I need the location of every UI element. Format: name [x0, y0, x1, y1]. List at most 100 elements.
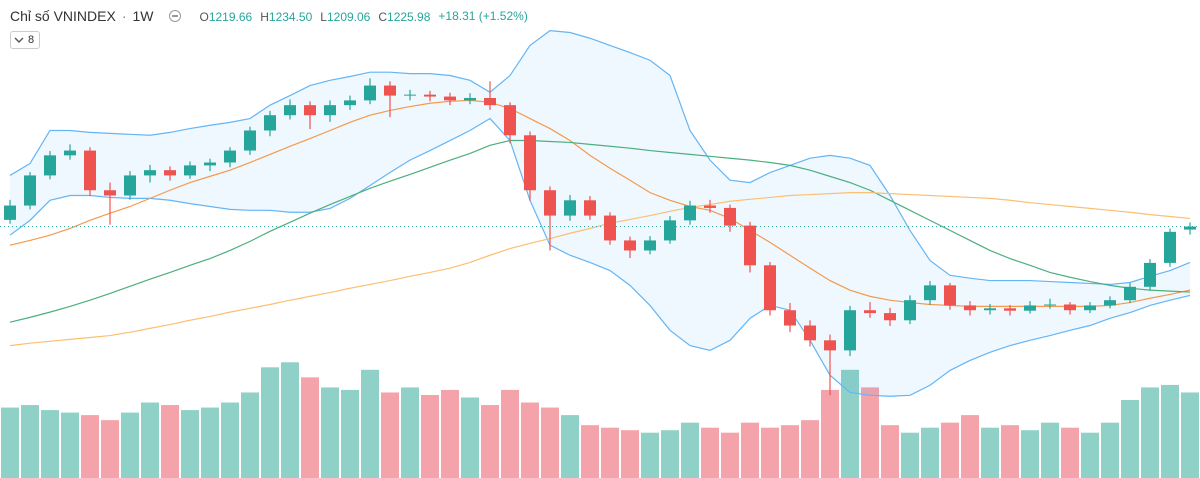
indicators-count: 8: [28, 34, 35, 46]
volume-bar: [181, 410, 199, 478]
volume-bar: [961, 415, 979, 478]
volume-bar: [341, 389, 359, 478]
candle-body: [884, 313, 896, 321]
candle-body: [144, 170, 156, 176]
ohlc-values: O1219.66 H1234.50 L1209.06 C1225.98: [193, 8, 432, 24]
ohlc-value: 1219.66: [208, 10, 253, 24]
candle-body: [364, 85, 376, 101]
candle-body: [644, 240, 656, 251]
symbol-title[interactable]: Chỉ số VNINDEX: [10, 8, 116, 24]
volume-bar: [121, 412, 139, 478]
candle-body: [564, 200, 576, 216]
candle-body: [84, 150, 96, 191]
volume-bar: [801, 420, 819, 478]
volume-bar: [41, 410, 59, 478]
candle-body: [764, 265, 776, 311]
volume-bar: [701, 427, 719, 478]
candle-body: [484, 97, 496, 106]
indicators-toggle[interactable]: 8: [10, 31, 41, 49]
candle-body: [64, 150, 76, 156]
volume-bar: [381, 392, 399, 478]
volume-bar: [101, 420, 119, 478]
candle-body: [424, 94, 436, 97]
ohlc-key: C: [378, 10, 388, 24]
band-upper: [9, 29, 1191, 286]
volume-bar: [561, 415, 579, 478]
ohlc-value: 1234.50: [268, 10, 313, 24]
volume-bar: [1161, 384, 1179, 478]
volume-bar: [141, 402, 159, 478]
volume-bar: [81, 415, 99, 478]
volume-bar: [761, 427, 779, 478]
candle-body: [784, 310, 796, 326]
volume-bar: [1021, 430, 1039, 478]
volume-bar: [501, 389, 519, 478]
volume-bar: [1041, 422, 1059, 478]
ohlc-key: H: [260, 10, 269, 24]
ohlc-key: O: [199, 10, 209, 24]
band-fill: [10, 30, 1190, 397]
volume-bar: [21, 405, 39, 478]
volume-bar: [901, 432, 919, 478]
candle-body: [464, 97, 476, 101]
candle-body: [1004, 308, 1016, 311]
candle-body: [264, 115, 276, 131]
candle-body: [1084, 305, 1096, 311]
candle-body: [524, 135, 536, 191]
ohlc-value: 1225.98: [387, 10, 431, 24]
moving-average: [9, 139, 1191, 323]
interval[interactable]: 1W: [132, 8, 154, 24]
volume-bar: [1, 407, 19, 478]
volume-bar: [841, 369, 859, 478]
volume-bar: [1001, 425, 1019, 478]
candle-body: [944, 285, 956, 306]
volume-bar: [821, 389, 839, 478]
ohlc-key: L: [320, 10, 327, 24]
candle-body: [964, 305, 976, 311]
volume-bar: [681, 422, 699, 478]
candle-body: [1124, 286, 1136, 301]
volume-bar: [1141, 387, 1159, 478]
volume-bar: [601, 427, 619, 478]
volume-bar: [861, 387, 879, 478]
candle-body: [684, 205, 696, 221]
ohlc-value: 1209.06: [326, 10, 371, 24]
band-lower: [9, 117, 1191, 397]
volume-bar: [921, 427, 939, 478]
volume-bar: [1181, 392, 1199, 478]
volume-bar: [301, 377, 319, 478]
volume-bar: [161, 405, 179, 478]
volume-bar: [621, 430, 639, 478]
volume-bar: [741, 422, 759, 478]
volume-bar: [581, 425, 599, 478]
candle-body: [304, 105, 316, 116]
candle-body: [1164, 231, 1176, 263]
candle-body: [544, 190, 556, 216]
volume-bar: [221, 402, 239, 478]
candle-body: [1144, 262, 1156, 287]
volume-bar: [1081, 432, 1099, 478]
candle-body: [704, 205, 716, 208]
candle-body: [1104, 300, 1116, 306]
candle-body: [924, 285, 936, 301]
candle-body: [844, 310, 856, 351]
volume-bar: [781, 425, 799, 478]
candle-body: [44, 155, 56, 176]
candle-body: [344, 100, 356, 106]
volume-bar: [981, 427, 999, 478]
candle-body: [244, 130, 256, 151]
separator: ·: [121, 8, 127, 24]
volume-bar: [421, 394, 439, 478]
volume-bar: [1101, 422, 1119, 478]
moving-average: [9, 192, 1191, 347]
candle-body: [104, 190, 116, 196]
volume-bar: [401, 387, 419, 478]
candle-body: [184, 165, 196, 176]
candle-body: [584, 200, 596, 216]
candle-body: [204, 162, 216, 166]
hide-icon[interactable]: [169, 10, 182, 22]
volume-bar: [201, 407, 219, 478]
candle-body: [1184, 226, 1196, 230]
